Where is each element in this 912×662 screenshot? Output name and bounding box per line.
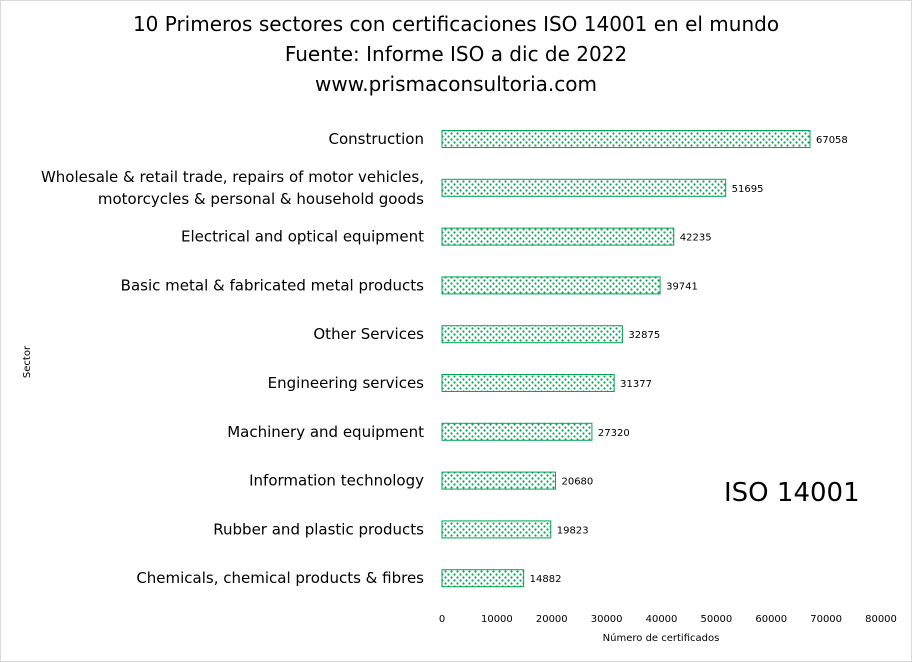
category-label-5: Other Services xyxy=(313,325,424,343)
data-label-3: 42235 xyxy=(680,233,712,244)
x-tick-label-2: 10000 xyxy=(481,614,513,625)
bar-4 xyxy=(441,276,661,295)
bar-5 xyxy=(441,325,623,344)
x-tick-label-4: 30000 xyxy=(591,614,623,625)
bar-2 xyxy=(441,178,727,197)
data-label-10: 14882 xyxy=(530,574,562,585)
data-label-9: 19823 xyxy=(557,525,589,536)
data-label-7: 27320 xyxy=(598,428,630,439)
x-axis-title: Número de certificados xyxy=(603,632,720,644)
category-label-2: Wholesale & retail trade, repairs of mot… xyxy=(41,168,424,208)
category-label-1: Construction xyxy=(328,130,424,148)
category-label-8: Information technology xyxy=(249,472,424,490)
category-label-7: Machinery and equipment xyxy=(227,423,424,441)
data-label-4: 39741 xyxy=(666,281,698,292)
category-label-4: Basic metal & fabricated metal products xyxy=(121,276,425,294)
category-label-6: Engineering services xyxy=(268,374,424,392)
chart-annotation: ISO 14001 xyxy=(724,478,860,508)
bar-8 xyxy=(441,471,556,490)
bar-3 xyxy=(441,227,675,246)
data-label-2: 51695 xyxy=(732,184,764,195)
y-axis-title: Sector xyxy=(22,345,33,378)
x-tick-label-7: 60000 xyxy=(755,614,787,625)
x-tick-label-8: 70000 xyxy=(810,614,842,625)
category-label-10: Chemicals, chemical products & fibres xyxy=(136,569,424,587)
category-label-3: Electrical and optical equipment xyxy=(181,228,424,246)
x-tick-label-6: 50000 xyxy=(700,614,732,625)
x-tick-label-9: 80000 xyxy=(865,614,897,625)
data-label-8: 20680 xyxy=(561,477,593,488)
chart-source: www.prismaconsultoria.com xyxy=(315,72,597,96)
data-label-1: 67058 xyxy=(816,135,848,146)
data-label-6: 31377 xyxy=(620,379,652,390)
bar-6 xyxy=(441,374,615,392)
data-label-5: 32875 xyxy=(628,330,660,341)
x-tick-label-5: 40000 xyxy=(646,614,678,625)
bar-9 xyxy=(441,520,552,539)
x-tick-label-3: 20000 xyxy=(536,614,568,625)
chart-subtitle: Fuente: Informe ISO a dic de 2022 xyxy=(284,42,628,66)
bar-1 xyxy=(441,130,811,148)
x-tick-label-1: 0 xyxy=(439,614,445,625)
bar-10 xyxy=(441,569,525,588)
category-label-9: Rubber and plastic products xyxy=(213,520,424,538)
chart-title: 10 Primeros sectores con certificaciones… xyxy=(132,12,780,36)
bar-7 xyxy=(441,422,593,441)
